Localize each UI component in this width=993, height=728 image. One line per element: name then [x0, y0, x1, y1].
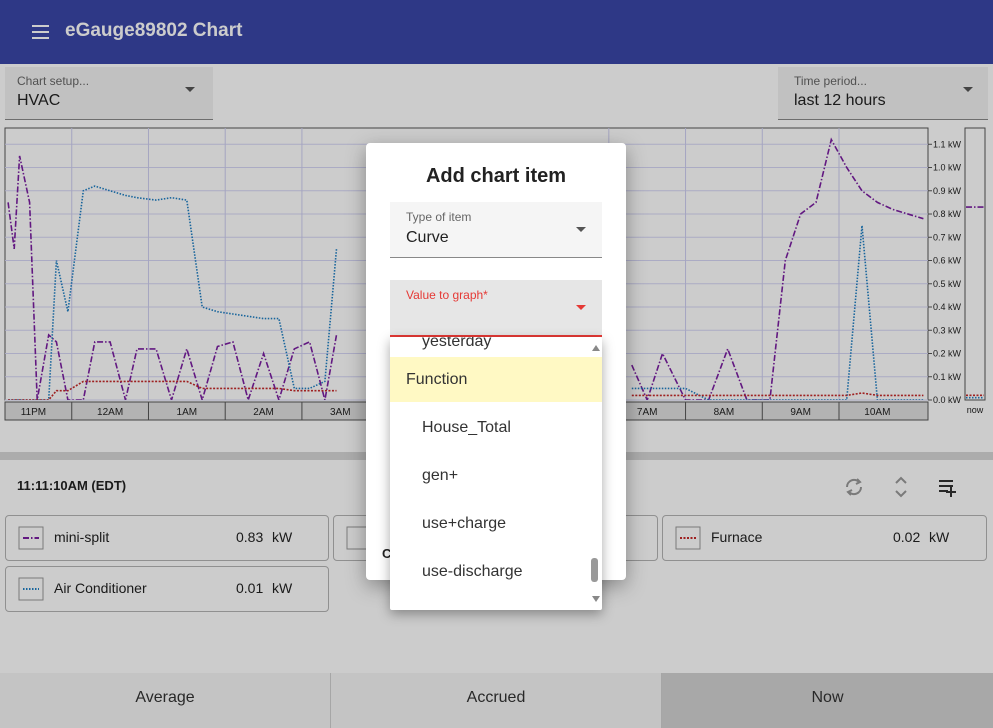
y-tick-label: 0.0 kW — [933, 395, 962, 405]
series-line — [8, 380, 924, 400]
dropdown-menu: yesterday Function House_Total gen+ use+… — [390, 337, 602, 610]
menu-item[interactable]: yesterday — [422, 337, 492, 350]
field-label: Value to graph* — [406, 288, 488, 302]
legend-unit: kW — [929, 529, 950, 545]
toolbar-icons — [845, 476, 956, 498]
legend-card[interactable]: mini-split 0.83 kW — [5, 515, 329, 561]
y-tick-label: 0.9 kW — [933, 186, 962, 196]
legend-name: Air Conditioner — [54, 580, 147, 596]
legend-name: mini-split — [54, 529, 110, 545]
legend-card[interactable]: Air Conditioner 0.01 kW — [5, 566, 329, 612]
select-value: last 12 hours — [794, 92, 886, 109]
time-period-select[interactable]: Time period... last 12 hours — [778, 67, 988, 120]
x-tick-label: 2AM — [253, 407, 274, 418]
y-tick-label: 0.4 kW — [933, 302, 962, 312]
scrollbar[interactable] — [590, 337, 602, 610]
x-tick-label: 12AM — [97, 407, 123, 418]
x-tick-label: 1AM — [177, 407, 198, 418]
field-label: Type of item — [406, 210, 472, 224]
menu-group[interactable]: Function — [390, 357, 602, 402]
dropdown-arrow — [576, 227, 586, 232]
y-tick-label: 0.5 kW — [933, 279, 962, 289]
select-label: Time period... — [794, 74, 867, 88]
y-tick-label: 0.8 kW — [933, 209, 962, 219]
legend-value: 0.01 — [236, 580, 264, 596]
chart-setup-select[interactable]: Chart setup... HVAC — [5, 67, 213, 120]
menu-item[interactable]: House_Total — [422, 419, 511, 436]
legend-unit: kW — [272, 529, 293, 545]
app-bar: eGauge89802 Chart — [0, 0, 993, 64]
x-tick-label: 10AM — [864, 407, 890, 418]
menu-icon[interactable] — [30, 22, 52, 42]
x-tick-label: 8AM — [714, 407, 735, 418]
timestamp: 11:11:10AM (EDT) — [17, 478, 127, 493]
legend-swatch — [18, 577, 44, 601]
expand-icon[interactable] — [895, 476, 907, 498]
menu-item[interactable]: gen+ — [422, 467, 459, 484]
y-tick-label: 0.1 kW — [933, 372, 962, 382]
series-line — [8, 185, 924, 400]
dropdown-arrow — [185, 87, 195, 92]
now-label: now — [967, 405, 984, 415]
select-label: Chart setup... — [17, 74, 90, 88]
add-item-icon[interactable] — [939, 480, 956, 497]
type-field[interactable]: Type of item Curve — [390, 202, 602, 258]
y-tick-label: 0.2 kW — [933, 349, 962, 359]
y-tick-label: 0.6 kW — [933, 256, 962, 266]
app-title: eGauge89802 Chart — [65, 20, 243, 41]
legend-value: 0.02 — [893, 529, 921, 545]
value-field[interactable]: Value to graph* — [390, 280, 602, 337]
x-tick-label: 11PM — [21, 407, 46, 418]
x-tick-label: 7AM — [637, 407, 658, 418]
refresh-icon[interactable] — [845, 478, 863, 496]
tab[interactable]: Accrued — [331, 673, 662, 728]
now-strip — [964, 127, 986, 401]
legend-unit: kW — [272, 580, 293, 596]
legend-value: 0.83 — [236, 529, 264, 545]
y-tick-label: 0.7 kW — [933, 232, 962, 242]
x-tick-label: 9AM — [790, 407, 811, 418]
legend-swatch — [675, 526, 701, 550]
menu-item[interactable]: use+charge — [422, 515, 507, 532]
dialog-title: Add chart item — [425, 165, 567, 187]
y-tick-label: 1.1 kW — [933, 139, 962, 149]
y-tick-label: 1.0 kW — [933, 163, 962, 173]
y-tick-label: 0.3 kW — [933, 325, 962, 335]
select-value: HVAC — [17, 92, 61, 109]
menu-item[interactable]: use-discharge — [422, 563, 523, 580]
legend-name: Furnace — [711, 529, 763, 545]
x-tick-label: 3AM — [330, 407, 351, 418]
tab-selected[interactable]: Now — [662, 673, 993, 728]
legend-card[interactable]: Furnace 0.02 kW — [662, 515, 987, 561]
dropdown-arrow — [576, 305, 586, 310]
dropdown-arrow — [963, 87, 973, 92]
legend-swatch — [18, 526, 44, 550]
series-line — [7, 137, 924, 400]
tab[interactable]: Average — [0, 673, 331, 728]
field-value: Curve — [406, 229, 449, 246]
